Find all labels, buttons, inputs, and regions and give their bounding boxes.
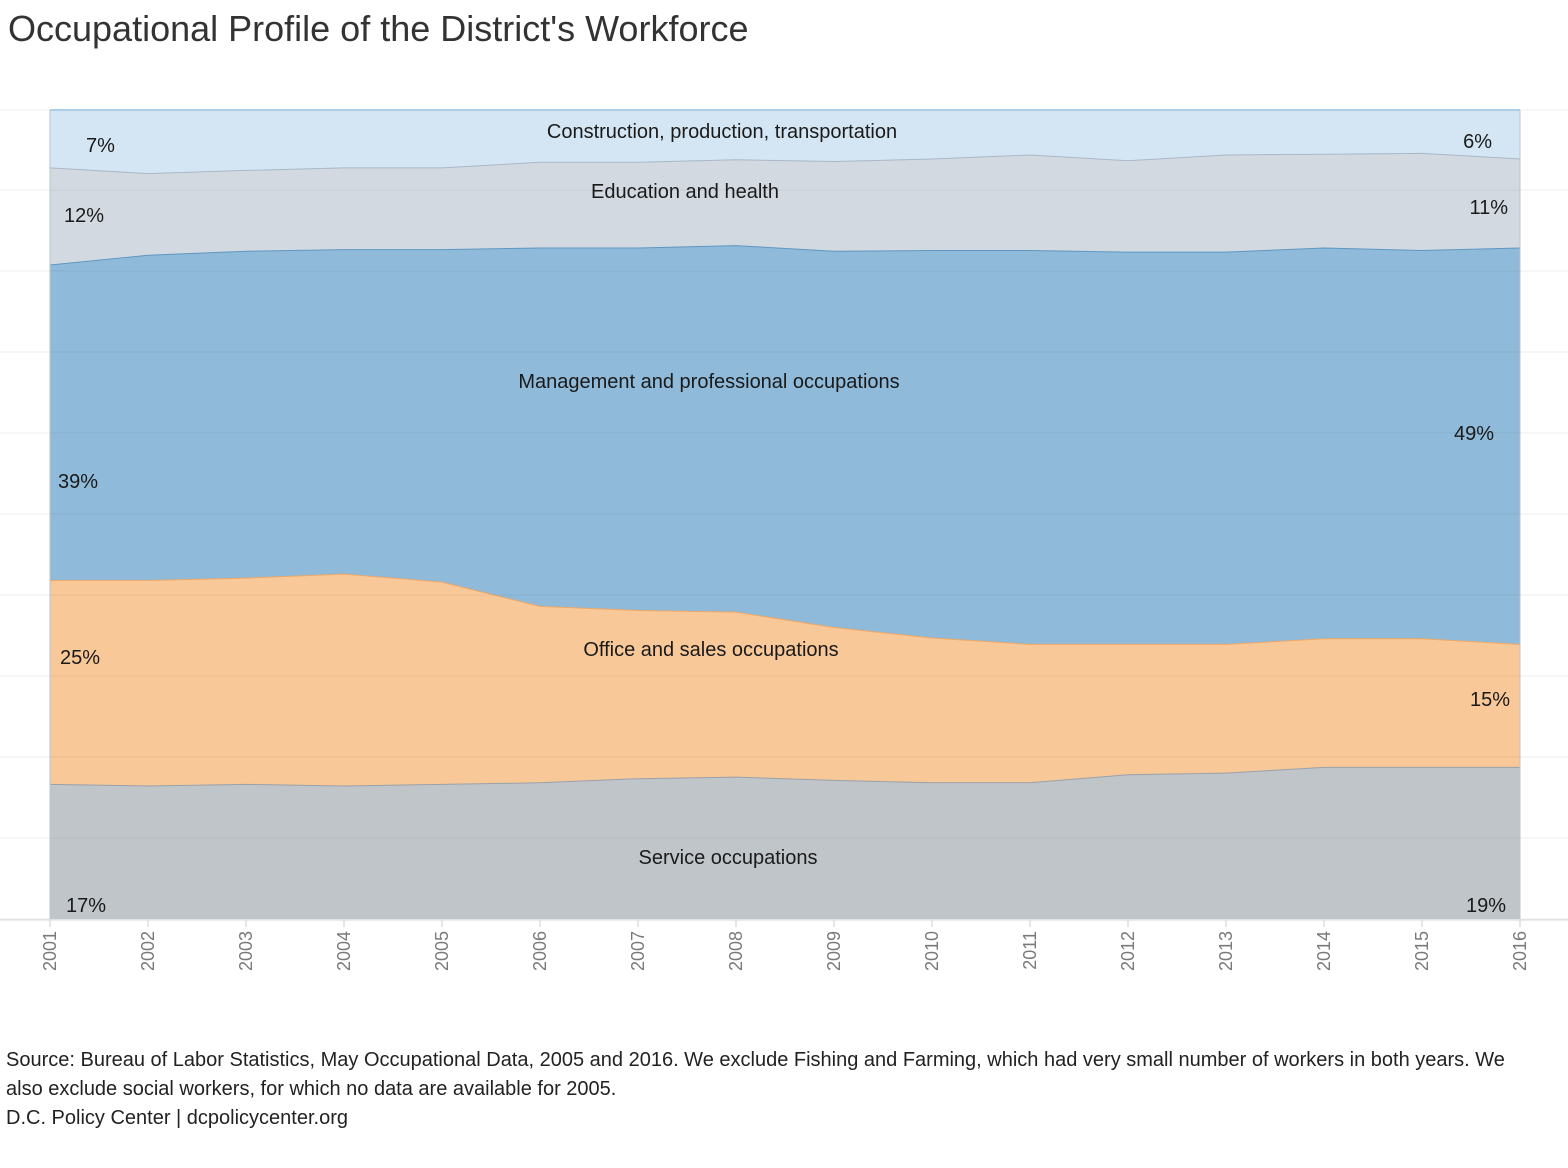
x-tick-label: 2005	[432, 931, 452, 971]
x-tick-label: 2007	[628, 931, 648, 971]
x-tick-label: 2013	[1216, 931, 1236, 971]
x-tick-label: 2016	[1510, 931, 1530, 971]
stacked-area-chart: Service occupations Office and sales occu…	[0, 109, 1568, 971]
x-tick-label: 2009	[824, 931, 844, 971]
chart-footer: Source: Bureau of Labor Statistics, May …	[6, 1046, 1546, 1133]
series-labels: Service occupations Office and sales occu…	[518, 121, 899, 869]
series-label: Office and sales occupations	[583, 639, 838, 661]
x-tick-label: 2010	[922, 931, 942, 971]
source-note: Source: Bureau of Labor Statistics, May …	[6, 1049, 1505, 1100]
x-axis-ticks: 2001 2002 2003 2004 2005 2006 2007 2008 2009 2010…	[0, 919, 1568, 971]
end-value-label: 15%	[1470, 689, 1510, 711]
end-value-label: 6%	[1463, 131, 1492, 153]
end-value-label: 11%	[1469, 197, 1508, 219]
series-label: Construction, production, transportation	[547, 121, 897, 143]
x-tick-label: 2008	[726, 931, 746, 971]
x-tick-label: 2006	[530, 931, 550, 971]
area-series	[49, 109, 1521, 919]
chart-title: Occupational Profile of the District's W…	[8, 8, 749, 49]
start-value-label: 7%	[86, 135, 115, 157]
x-tick-label: 2015	[1412, 931, 1432, 971]
x-tick-label: 2003	[236, 931, 256, 971]
area-service-occupations	[50, 766, 1520, 919]
area-construction-production-transportation	[50, 110, 1520, 174]
x-tick-label: 2012	[1118, 931, 1138, 971]
x-tick-label: 2014	[1314, 931, 1334, 971]
end-value-label: 49%	[1454, 423, 1494, 445]
start-value-label: 39%	[58, 471, 98, 493]
vertical-gridlines	[50, 189, 1520, 839]
credit-line: D.C. Policy Center | dcpolicycenter.org	[6, 1107, 349, 1129]
end-value-label: 19%	[1466, 895, 1506, 917]
start-value-label: 17%	[66, 895, 106, 917]
area-education-and-health	[50, 152, 1520, 265]
start-value-label: 12%	[64, 205, 104, 227]
series-label: Education and health	[591, 181, 779, 203]
x-tick-label: 2004	[334, 931, 354, 971]
series-label: Management and professional occupations	[518, 371, 899, 393]
start-value-label: 25%	[60, 647, 100, 669]
series-label: Service occupations	[639, 847, 818, 869]
area-management-and-professional-occupations	[50, 245, 1520, 644]
x-tick-label: 2002	[138, 931, 158, 971]
value-labels: 17% 19% 25% 15% 39% 49% 12% 11% 7% 6%	[58, 131, 1510, 917]
area-office-and-sales-occupations	[50, 573, 1520, 786]
x-tick-label: 2001	[40, 931, 60, 971]
x-tick-label: 2011	[1020, 931, 1040, 970]
